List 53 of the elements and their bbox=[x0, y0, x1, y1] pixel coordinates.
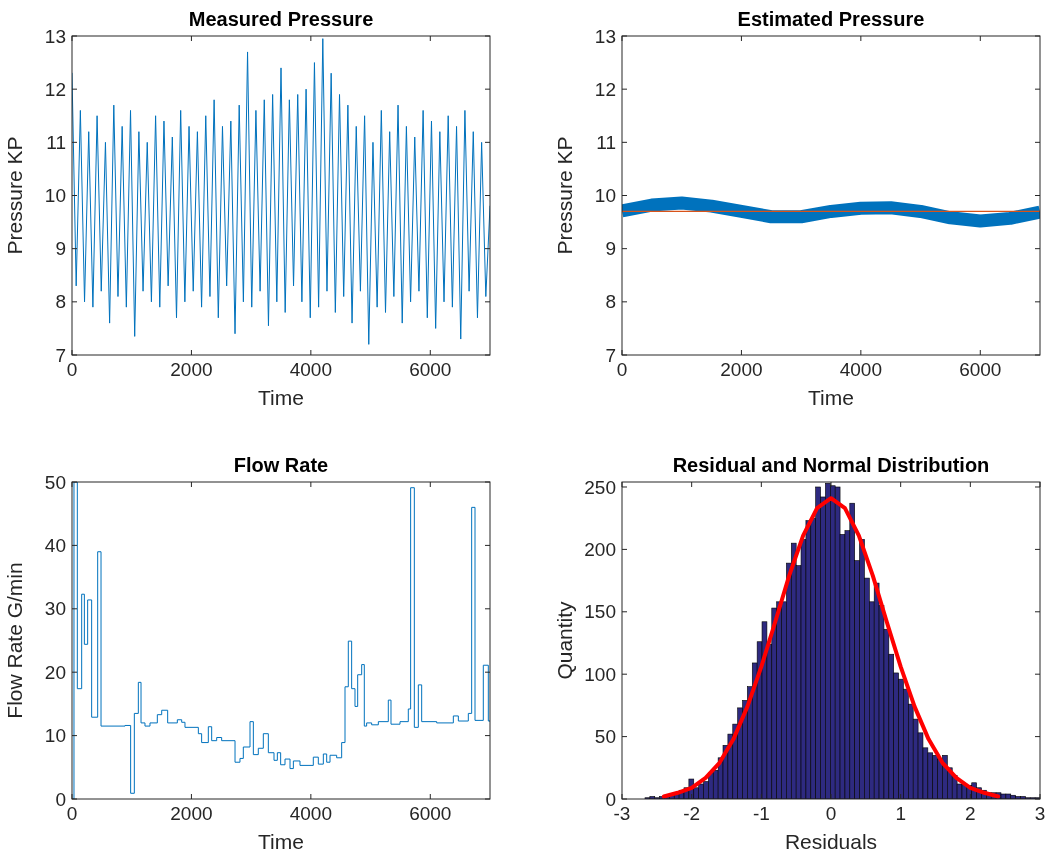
y-tick-label: 10 bbox=[44, 185, 66, 207]
y-axis-title: Quantity bbox=[553, 600, 576, 680]
y-tick-label: 9 bbox=[605, 238, 616, 260]
y-tick-label: 10 bbox=[594, 185, 616, 207]
x-tick-label: 4000 bbox=[289, 359, 332, 380]
y-axis-title: Pressure KP bbox=[3, 136, 26, 255]
x-tick-label: 6000 bbox=[959, 359, 1002, 380]
x-tick-label: 0 bbox=[825, 803, 837, 824]
y-axis-title: Pressure KP bbox=[553, 136, 576, 255]
chart-title: Flow Rate bbox=[233, 454, 329, 476]
y-tick-label: 13 bbox=[594, 25, 616, 47]
y-tick-label: 0 bbox=[55, 788, 66, 810]
y-tick-label: 250 bbox=[584, 476, 616, 498]
y-tick-label: 8 bbox=[55, 291, 66, 313]
y-tick-label: 13 bbox=[44, 25, 66, 47]
y-tick-label: 100 bbox=[584, 663, 616, 685]
x-axis-title: Time bbox=[258, 386, 304, 409]
y-tick-label: 12 bbox=[44, 78, 66, 100]
chart-title: Estimated Pressure bbox=[737, 8, 925, 30]
y-tick-label: 0 bbox=[605, 788, 616, 810]
y-tick-label: 12 bbox=[594, 78, 616, 100]
x-tick-label: 3 bbox=[1034, 803, 1046, 824]
y-tick-label: 10 bbox=[44, 725, 66, 747]
y-axis-title: Flow Rate G/min bbox=[3, 562, 26, 719]
x-axis-title: Residuals bbox=[784, 830, 878, 853]
x-tick-label: 2000 bbox=[170, 803, 213, 824]
x-tick-label: 1 bbox=[895, 803, 906, 824]
x-axis-title: Time bbox=[808, 386, 854, 409]
x-tick-label: 2 bbox=[965, 803, 976, 824]
x-tick-label: -1 bbox=[752, 803, 770, 824]
x-tick-label: 6000 bbox=[409, 359, 452, 380]
chart-title: Residual and Normal Distribution bbox=[672, 454, 990, 476]
x-tick-label: 2000 bbox=[720, 359, 763, 380]
y-tick-label: 20 bbox=[44, 661, 66, 683]
x-axis-title: Time bbox=[258, 830, 304, 853]
x-tick-label: 4000 bbox=[289, 803, 332, 824]
y-tick-label: 9 bbox=[55, 238, 66, 260]
x-tick-label: 6000 bbox=[409, 803, 452, 824]
y-tick-label: 40 bbox=[44, 535, 66, 557]
y-tick-label: 7 bbox=[605, 344, 616, 366]
y-tick-label: 200 bbox=[584, 539, 616, 561]
x-tick-label: 2000 bbox=[170, 359, 213, 380]
y-tick-label: 50 bbox=[594, 726, 616, 748]
y-tick-label: 11 bbox=[596, 131, 616, 153]
x-tick-label: 4000 bbox=[839, 359, 882, 380]
y-tick-label: 50 bbox=[44, 471, 66, 493]
chart-title: Measured Pressure bbox=[188, 8, 374, 30]
x-tick-label: -2 bbox=[683, 803, 701, 824]
y-tick-label: 30 bbox=[44, 598, 66, 620]
y-tick-label: 11 bbox=[46, 131, 66, 153]
y-tick-label: 150 bbox=[584, 601, 616, 623]
y-tick-label: 7 bbox=[55, 344, 66, 366]
y-tick-label: 8 bbox=[605, 291, 616, 313]
